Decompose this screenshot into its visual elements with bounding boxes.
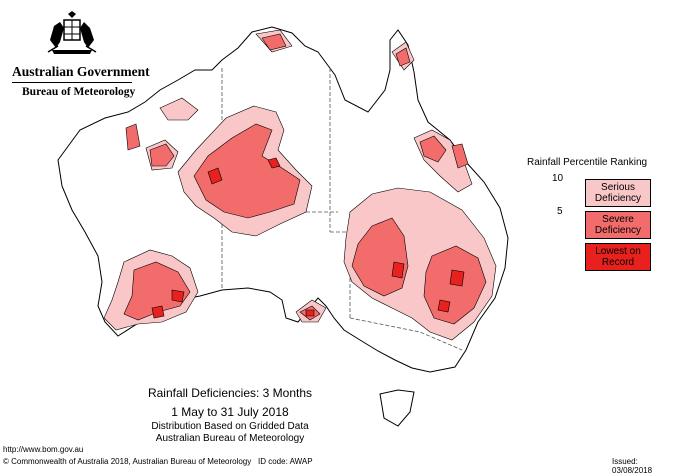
footer-url-link[interactable]: http://www.bom.gov.au	[3, 445, 84, 454]
record-central-2	[267, 157, 281, 169]
record-sw-wa-2	[151, 305, 165, 319]
government-title: Australian Government	[12, 64, 150, 79]
legend-tick-10: 10	[552, 173, 564, 184]
legend-label-severe-line2: Deficiency	[594, 225, 642, 236]
legend-swatch-severe	[585, 211, 651, 239]
map-caption: Rainfall Deficiencies: 3 Months 1 May to…	[110, 386, 350, 445]
caption-line-distribution: Distribution Based on Gridded Data	[151, 421, 309, 432]
record-central-1	[207, 167, 223, 185]
record-east-2	[449, 269, 465, 287]
legend-swatch-serious	[585, 179, 651, 207]
header-divider	[12, 82, 132, 83]
deficiency-cape-york-severe	[395, 47, 411, 67]
deficiency-top-end-severe	[261, 33, 287, 51]
record-east-1	[391, 261, 405, 279]
legend-label-serious-line2: Deficiency	[594, 193, 642, 204]
legend-label-lowest-line1: Lowest on	[595, 246, 641, 257]
record-east-3	[437, 299, 451, 313]
caption-dates: 1 May to 31 July 2018	[171, 405, 289, 419]
footer-issued-date: Issued: 03/08/2018	[612, 457, 653, 475]
deficiency-central-severe	[193, 123, 301, 219]
deficiency-sw-wa-severe	[123, 261, 191, 321]
severe-deficiency-areas	[123, 33, 487, 325]
footer-id-code: ID code: AWAP	[258, 457, 313, 466]
legend-title: Rainfall Percentile Ranking	[527, 157, 648, 168]
coat-of-arms-icon	[47, 11, 97, 54]
tasmania-outline	[379, 389, 415, 427]
legend-label-severe-line1: Severe	[602, 214, 634, 225]
caption-line-agency: Australian Bureau of Meteorology	[155, 433, 305, 444]
agency-name: Bureau of Meteorology	[22, 86, 136, 98]
deficiency-pilbara-severe	[149, 143, 175, 167]
legend-swatch-lowest	[585, 243, 651, 271]
legend-tick-5: 5	[557, 206, 563, 217]
government-header: Australian Government Bureau of Meteorol…	[6, 8, 150, 98]
legend-label-serious: Serious Deficiency	[585, 182, 651, 204]
legend-label-serious-line1: Serious	[601, 182, 635, 193]
deficiency-qld-coast-severe	[419, 135, 447, 163]
legend-label-lowest-line2: Record	[601, 257, 635, 268]
legend-label-severe: Severe Deficiency	[585, 214, 651, 236]
deficiency-kimberley-serious	[159, 97, 199, 121]
lowest-on-record-areas	[151, 157, 465, 319]
legend-label-lowest: Lowest on Record	[585, 246, 651, 268]
footer-copyright: © Commonwealth of Australia 2018, Austra…	[3, 457, 252, 466]
caption-title: Rainfall Deficiencies: 3 Months	[147, 386, 313, 400]
record-sw-wa-1	[171, 289, 185, 303]
deficiency-qld-coast2-severe	[451, 143, 469, 169]
record-sa-gulf	[305, 309, 315, 317]
deficiency-kimberley-severe	[125, 123, 141, 151]
